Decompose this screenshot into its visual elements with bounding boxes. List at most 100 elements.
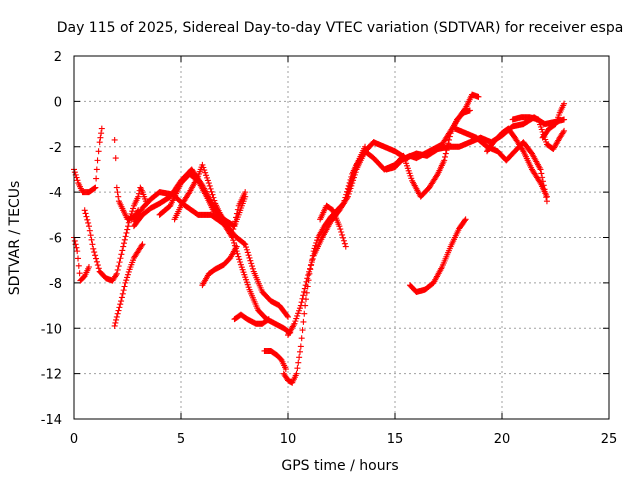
data-point (297, 302, 304, 309)
x-tick-label: 10 (280, 432, 297, 447)
data-point (298, 335, 305, 342)
data-point (91, 185, 98, 192)
data-point (300, 318, 307, 325)
data-point (337, 226, 344, 233)
data-point (82, 210, 89, 217)
data-point (247, 257, 254, 264)
data-point (112, 272, 119, 279)
data-point (350, 172, 357, 179)
data-point (341, 240, 348, 247)
data-point (301, 310, 308, 317)
data-point (235, 253, 242, 260)
y-tick-label: -10 (41, 322, 62, 337)
data-point (560, 129, 567, 136)
data-point (113, 313, 120, 320)
series-track-l (261, 347, 289, 373)
data-point (303, 278, 310, 285)
data-point (205, 180, 212, 187)
data-point (92, 184, 99, 191)
data-point (344, 189, 351, 196)
data-point (120, 287, 127, 294)
data-point (314, 237, 321, 244)
data-point (202, 169, 209, 176)
series-track-b (71, 234, 92, 284)
data-point (135, 190, 142, 197)
data-point (242, 189, 249, 196)
data-point (230, 237, 237, 244)
data-point (294, 365, 301, 372)
data-point (344, 195, 351, 202)
data-point (118, 294, 125, 301)
data-point (93, 166, 100, 173)
data-point (211, 197, 218, 204)
data-point (307, 265, 314, 272)
data-point (114, 189, 121, 196)
series-track-a (71, 125, 105, 196)
data-point (75, 255, 82, 262)
series-track-i (171, 161, 249, 236)
data-point (89, 241, 96, 248)
series-track-v (509, 114, 568, 153)
data-point (346, 183, 353, 190)
data-point (290, 322, 297, 329)
data-point (111, 136, 118, 143)
data-point (113, 270, 120, 277)
data-point (445, 140, 452, 147)
data-point (124, 274, 131, 281)
y-tick-label: 2 (54, 50, 62, 65)
data-point (125, 223, 132, 230)
data-point (443, 147, 450, 154)
data-point (444, 143, 451, 150)
data-point (88, 236, 95, 243)
data-point (248, 260, 255, 267)
data-point (561, 127, 568, 134)
data-point (284, 312, 291, 319)
data-point (244, 249, 251, 256)
series-track-n (285, 139, 377, 339)
data-point (340, 234, 347, 241)
data-point (71, 169, 78, 176)
y-tick-label: -12 (41, 368, 62, 383)
data-point (299, 295, 306, 302)
data-point (208, 188, 215, 195)
data-point (307, 262, 314, 269)
data-point (86, 227, 93, 234)
data-point (539, 174, 546, 181)
data-point (338, 228, 345, 235)
data-point (441, 157, 448, 164)
data-point (339, 231, 346, 238)
y-tick-label: -6 (49, 232, 62, 247)
data-point (232, 218, 239, 225)
data-point (293, 370, 300, 377)
x-tick-label: 5 (177, 432, 185, 447)
data-point (81, 207, 88, 214)
x-tick-label: 0 (70, 432, 78, 447)
x-tick-label: 20 (494, 432, 511, 447)
data-point (84, 216, 91, 223)
data-point (245, 252, 252, 259)
data-point (85, 263, 92, 270)
data-point (207, 185, 214, 192)
y-axis-label: SDTVAR / TECUs (7, 181, 23, 296)
data-point (302, 282, 309, 289)
y-tick-label: -14 (41, 413, 62, 428)
data-point (204, 177, 211, 184)
data-point (294, 312, 301, 319)
data-point (139, 241, 146, 248)
data-point (285, 313, 291, 320)
series-track-s (406, 216, 469, 295)
data-point (206, 182, 213, 189)
data-point (342, 243, 349, 250)
data-point (121, 236, 128, 243)
data-point (90, 245, 97, 252)
data-point (236, 256, 243, 263)
data-point (242, 241, 249, 248)
data-point (306, 268, 313, 275)
series-track-k (231, 311, 272, 327)
series-track-d (111, 241, 146, 329)
data-point (297, 343, 304, 350)
data-point (83, 213, 90, 220)
data-point (234, 206, 241, 213)
data-point (295, 359, 302, 366)
data-point (561, 100, 568, 107)
